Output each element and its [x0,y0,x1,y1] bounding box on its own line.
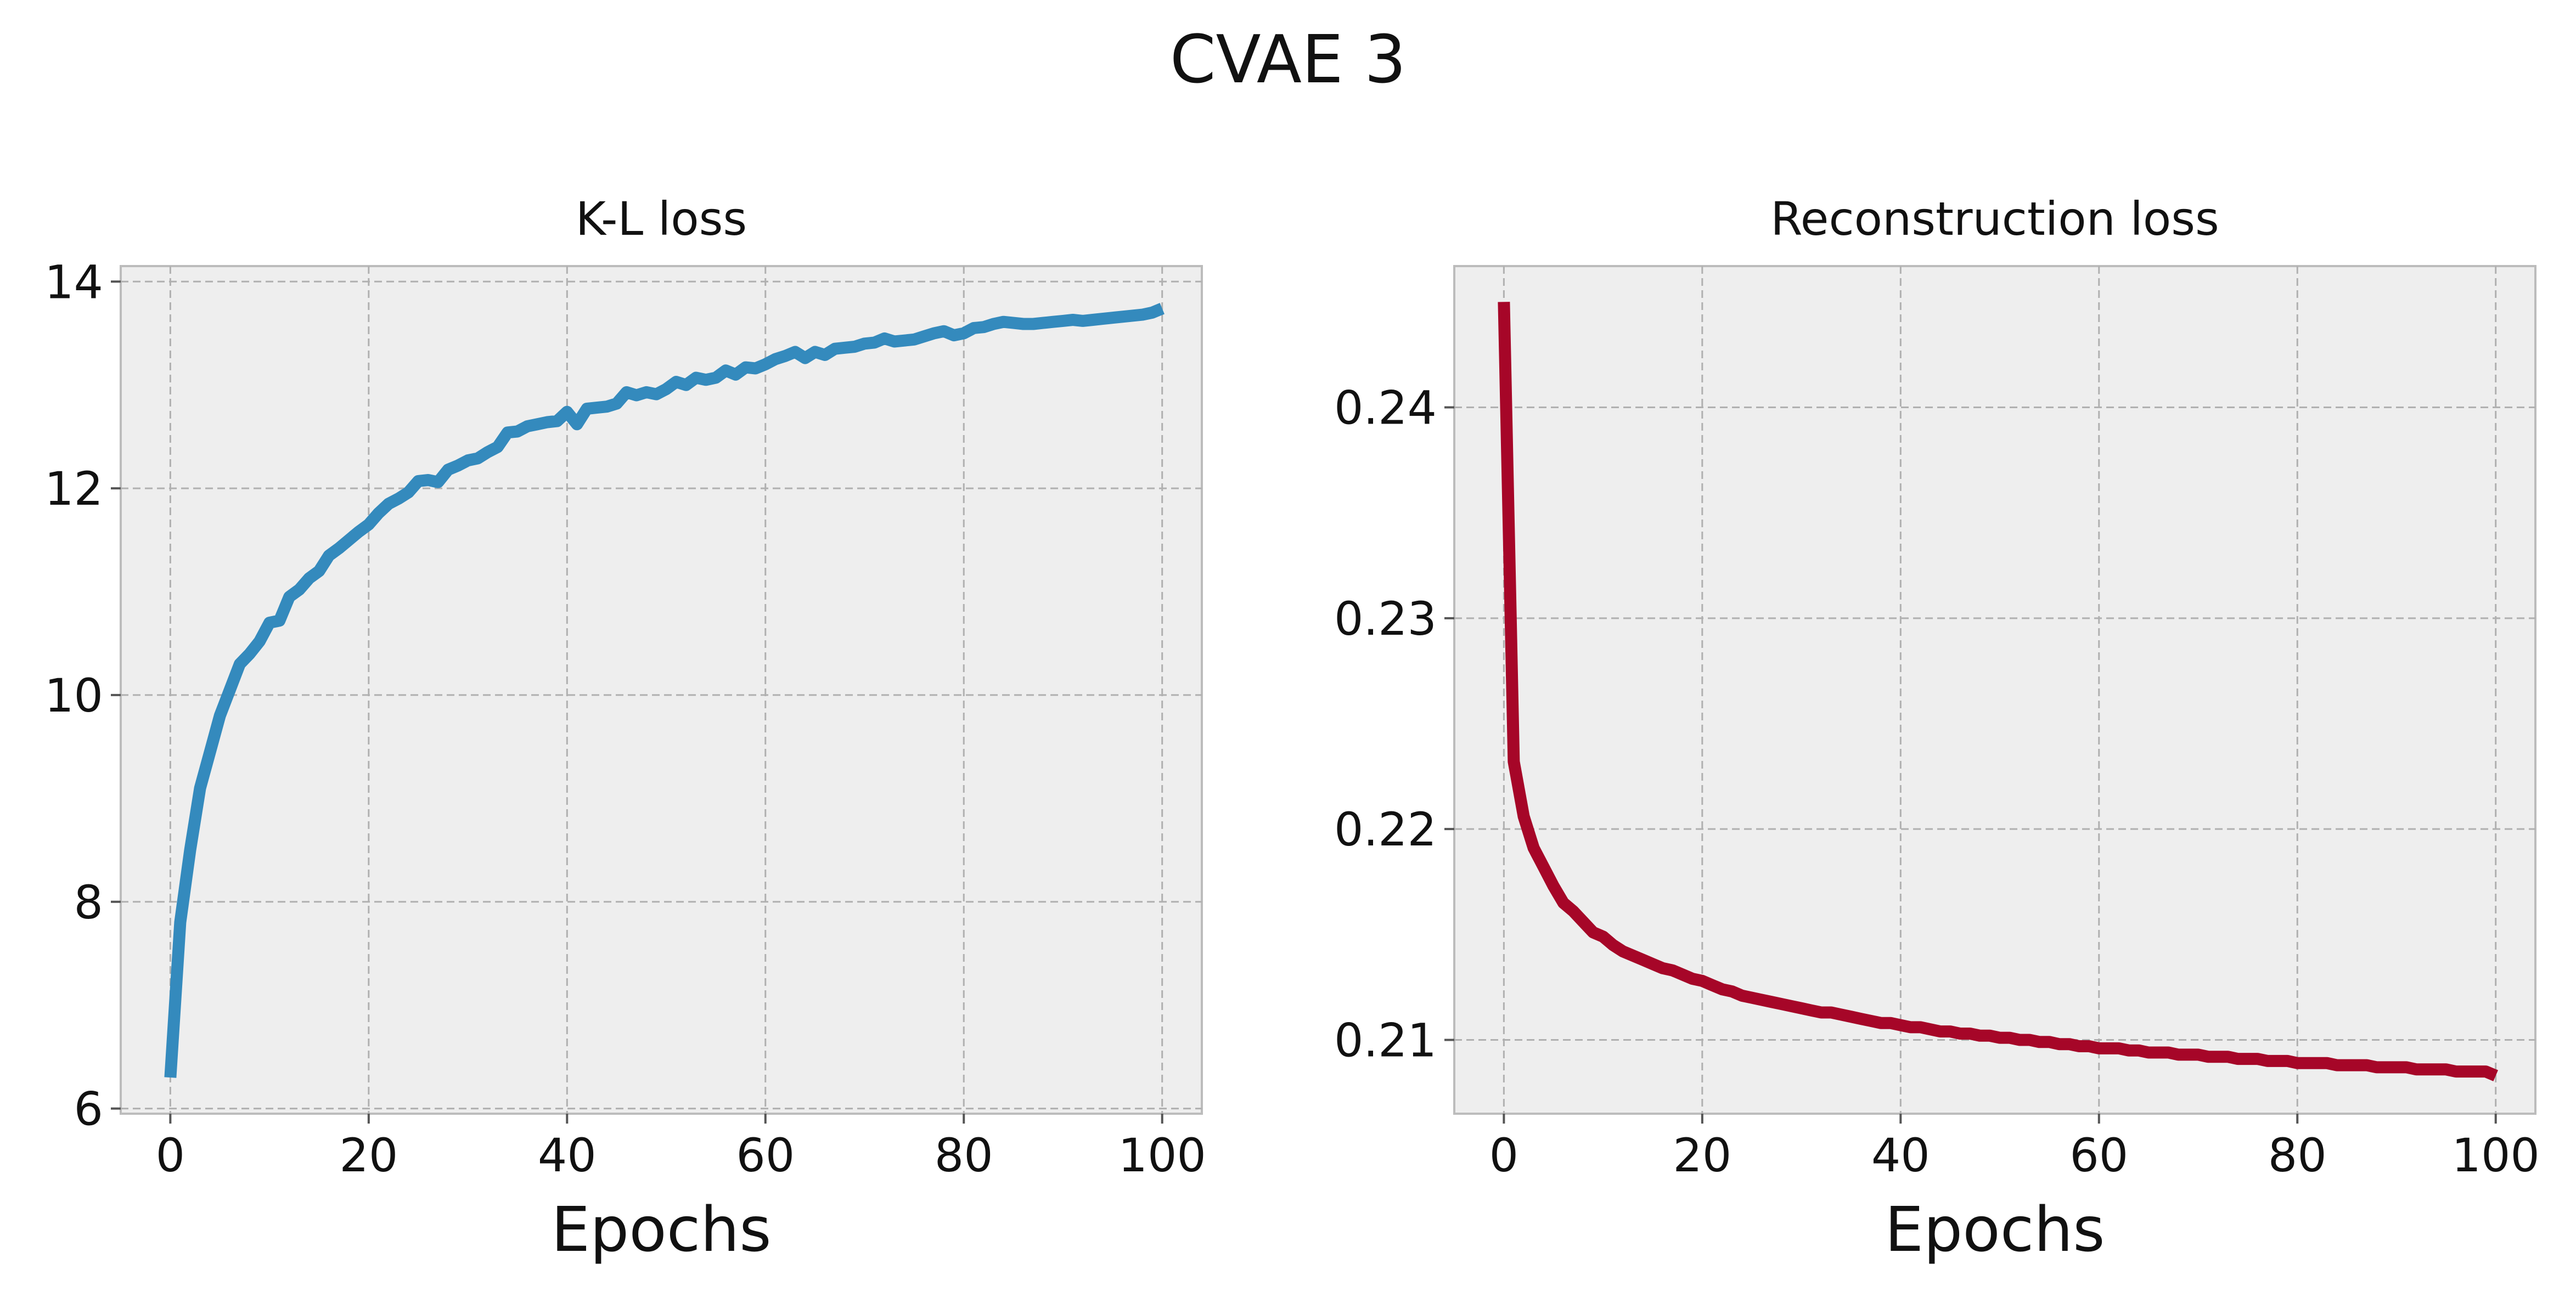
kl-xtick-label: 60 [736,1129,795,1182]
figure-suptitle: CVAE 3 [1170,22,1407,98]
recon-gridlines [1454,266,2535,1114]
recon-plot-area [1453,265,2536,1115]
recon-ytick-label: 0.23 [1334,592,1437,646]
kl-ticks: 0 20 40 60 80 100 6 8 10 12 14 [44,255,1206,1182]
kl-xtick-label: 80 [935,1129,993,1182]
kl-xtick-label: 20 [339,1129,398,1182]
kl-ytick-label: 6 [74,1082,103,1136]
reconstruction-loss-line [1498,302,2499,1081]
kl-ytick-label: 8 [74,876,103,929]
recon-xtick-label: 60 [2069,1129,2128,1182]
recon-ytick-label: 0.21 [1334,1013,1437,1067]
recon-xtick-label: 100 [2452,1129,2540,1182]
kl-ytick-label: 10 [44,669,103,723]
kl-ytick-label: 12 [44,462,103,516]
recon-ytick-label: 0.24 [1334,381,1437,435]
kl-ytick-label: 14 [44,255,103,309]
kl-gridlines [121,266,1202,1114]
kl-xtick-label: 40 [538,1129,597,1182]
kl-plot-area [120,265,1203,1115]
chart-reconstruction-loss: 0 20 40 60 80 100 0.21 0.22 0.23 0.24 Reconstruct… [1334,192,2540,1266]
recon-ticks: 0 20 40 60 80 100 0.21 0.22 0.23 0.24 [1334,381,2540,1183]
recon-xtick-label: 20 [1673,1129,1731,1182]
kl-xtick-label: 100 [1118,1129,1206,1182]
recon-title: Reconstruction loss [1770,192,2219,246]
kl-xlabel: Epochs [551,1194,771,1266]
kl-xtick-label: 0 [156,1129,185,1182]
kl-title: K-L loss [576,192,747,246]
kl-loss-line [164,303,1165,1078]
chart-kl-loss: 0 20 40 60 80 100 6 8 10 12 14 K-L loss Epochs [44,192,1206,1266]
recon-xlabel: Epochs [1885,1194,2105,1266]
recon-xtick-label: 40 [1871,1129,1930,1182]
recon-ytick-label: 0.22 [1334,803,1437,856]
recon-xtick-label: 80 [2268,1129,2327,1182]
recon-xtick-label: 0 [1489,1129,1518,1182]
